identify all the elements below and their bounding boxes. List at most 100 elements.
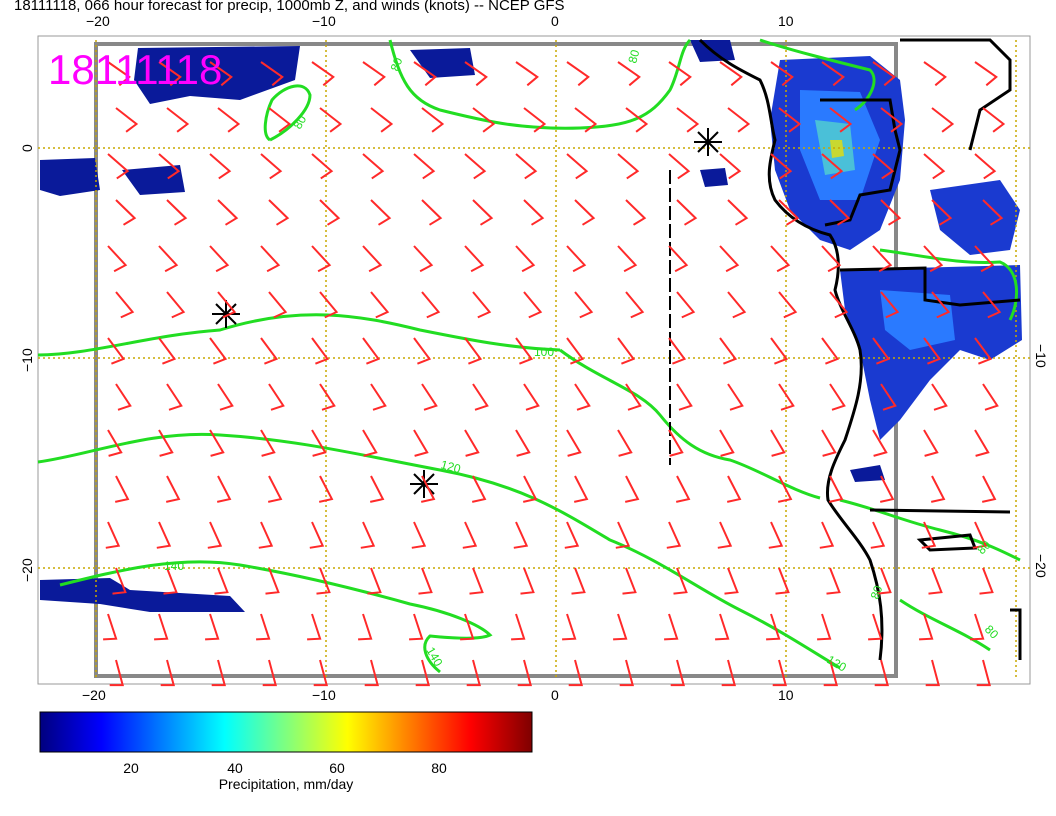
wind-barb (617, 429, 633, 457)
wind-barb (520, 567, 535, 595)
wind-barb (772, 659, 788, 687)
wind-barb (107, 337, 126, 365)
wind-barb (316, 567, 331, 595)
wind-barb (566, 429, 582, 457)
wind-barb (260, 429, 276, 457)
wind-barb (974, 245, 995, 273)
wind-barb (370, 107, 394, 133)
wind-barb (523, 383, 540, 411)
lon-ticks-top: −20 −10 0 10 (86, 13, 794, 29)
tick-label: 0 (551, 687, 559, 703)
wind-barb (768, 521, 784, 549)
wind-barb (624, 475, 640, 503)
wind-barb (826, 567, 841, 595)
colorbar-tick: 60 (329, 760, 345, 776)
wind-barb (715, 613, 730, 641)
wind-barb (211, 659, 227, 687)
wind-barb (311, 153, 334, 180)
wind-barb (928, 567, 943, 595)
wind-barb (318, 475, 334, 503)
wind-barb (717, 521, 733, 549)
wind-barb (319, 199, 341, 226)
wind-barb (622, 567, 637, 595)
wind-barb (207, 521, 223, 549)
wind-barb (360, 521, 376, 549)
wind-barb (770, 337, 789, 365)
wind-barb (258, 521, 274, 549)
colorbar-label: Precipitation, mm/day (218, 776, 354, 792)
tick-label: −10 (312, 687, 336, 703)
wind-barb (931, 199, 953, 226)
wind-barb (972, 521, 988, 549)
wind-barb (421, 107, 445, 133)
wind-barb (564, 521, 580, 549)
wind-barb (107, 245, 128, 273)
wind-barb (460, 613, 475, 641)
wind-barb (163, 567, 178, 595)
wind-barb (673, 567, 688, 595)
contour-label: 80 (388, 55, 406, 73)
wind-barb (721, 659, 737, 687)
wind-barb (217, 383, 234, 411)
wind-barb (160, 659, 176, 687)
wind-barb (413, 337, 432, 365)
wind-barb (522, 475, 538, 503)
contour-label: 80 (290, 113, 309, 132)
wind-barb (319, 291, 339, 319)
wind-barb (879, 475, 895, 503)
wind-barb (166, 291, 186, 319)
wind-barb (166, 107, 190, 133)
wind-barb (574, 383, 591, 411)
wind-barb (566, 153, 589, 180)
wind-barb (982, 383, 999, 411)
wind-barb (216, 475, 232, 503)
wind-barb (462, 521, 478, 549)
wind-barb (413, 429, 429, 457)
tick-label: −20 (19, 558, 35, 582)
map-title: 18111118, 066 hour forecast for precip, … (14, 0, 565, 14)
wind-barb (982, 291, 1002, 319)
wind-barb (976, 659, 992, 687)
wind-barb (974, 153, 997, 180)
wind-barb (260, 245, 281, 273)
wind-barb (726, 475, 742, 503)
wind-barb (676, 107, 700, 133)
wind-barb (872, 245, 893, 273)
wind-barb (362, 61, 386, 87)
wind-barb (574, 199, 596, 226)
asterisk-markers (212, 128, 722, 498)
wind-barb (466, 659, 482, 687)
wind-barb (770, 153, 793, 180)
wind-barb (268, 291, 288, 319)
wind-barb (158, 429, 174, 457)
wind-barb (931, 291, 951, 319)
wind-barb (209, 61, 233, 87)
wind-barb (829, 383, 846, 411)
wind-barb (571, 567, 586, 595)
wind-barb (472, 199, 494, 226)
wind-barb (311, 429, 327, 457)
wind-barb (719, 153, 742, 180)
wind-barb (109, 659, 125, 687)
wind-barb (517, 659, 533, 687)
wind-barb (413, 153, 436, 180)
wind-barb (676, 383, 693, 411)
wind-barb (107, 429, 123, 457)
wind-barb (778, 107, 802, 133)
wind-barb (931, 107, 955, 133)
wind-barb (367, 567, 382, 595)
wind-barb (921, 521, 937, 549)
wind-barb (362, 337, 381, 365)
wind-barb (923, 337, 942, 365)
wind-barb (870, 521, 886, 549)
contour-label: 80 (625, 48, 642, 65)
wind-barb (515, 153, 538, 180)
wind-barb (311, 61, 335, 87)
wind-barb (617, 337, 636, 365)
wind-barb (369, 475, 385, 503)
wind-barb (217, 291, 237, 319)
wind-barb (880, 107, 904, 133)
lat-ticks-right: −10 −20 (1033, 344, 1049, 578)
wind-barb (676, 199, 698, 226)
wind-barb (469, 567, 484, 595)
